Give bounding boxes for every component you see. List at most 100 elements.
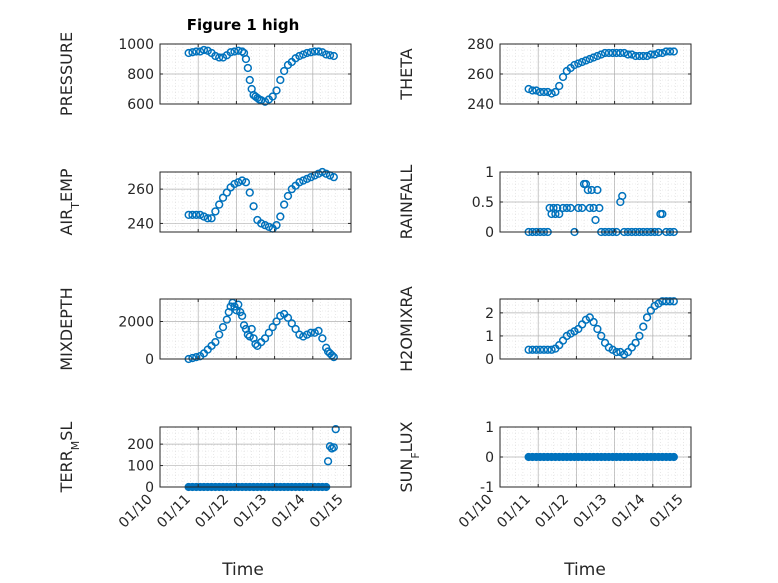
data-point (600, 48, 610, 58)
data-point (635, 331, 644, 341)
figure-title: Figure 1 high (187, 16, 300, 34)
data-point (642, 313, 652, 322)
y-tick-label: 600 (127, 97, 154, 113)
data-point (532, 345, 541, 354)
data-point (203, 214, 212, 223)
y-axis-label: PRESSURE (57, 32, 76, 116)
data-point (257, 219, 266, 228)
data-point (211, 51, 220, 61)
data-point (642, 51, 652, 61)
data-point (323, 457, 333, 466)
data-point (234, 178, 243, 187)
data-point (543, 345, 552, 354)
data-point (585, 54, 594, 64)
data-point (188, 48, 197, 57)
data-point (249, 202, 258, 211)
data-point (593, 185, 602, 195)
data-point (658, 209, 667, 219)
data-point (620, 48, 629, 58)
y-tick-label: 0 (485, 352, 494, 368)
data-point (260, 334, 270, 343)
x-tick-label: 01/11 (494, 491, 534, 531)
data-point (188, 353, 197, 363)
data-point (314, 326, 323, 336)
data-point (199, 45, 209, 55)
data-point (555, 209, 564, 219)
data-point (287, 319, 296, 328)
data-point (306, 48, 316, 57)
data-point (243, 330, 253, 339)
data-point (669, 47, 678, 56)
y-axis-label: H2OMIXRA (397, 286, 416, 372)
data-point (184, 210, 193, 220)
panel-pressure: 600 800 1000 PRESSURE (57, 32, 352, 116)
data-point (595, 203, 604, 213)
data-point (272, 86, 281, 95)
x-tick-label: 01/14 (609, 491, 649, 531)
data-point (597, 331, 606, 341)
data-point (299, 176, 308, 185)
x-tick-label: 01/10 (456, 491, 496, 531)
panel-rainfall: 0 0.5 1 RAINFALL (397, 165, 692, 241)
series-markers (184, 167, 338, 233)
y-tick-label: 260 (467, 67, 494, 83)
data-point (192, 352, 201, 362)
y-tick-label: 240 (467, 97, 494, 113)
series-markers (524, 297, 678, 359)
data-point (566, 203, 575, 213)
data-point (593, 324, 602, 334)
data-point (241, 178, 251, 187)
data-point (577, 57, 587, 67)
data-point (226, 48, 235, 57)
x-tick-label: 01/13 (231, 491, 271, 531)
data-point (192, 47, 201, 56)
data-point (665, 47, 675, 56)
data-point (222, 188, 232, 197)
data-point (329, 172, 338, 182)
data-point (551, 87, 560, 97)
data-point (547, 89, 556, 98)
data-point (295, 178, 304, 187)
data-point (280, 66, 289, 76)
data-point (587, 185, 596, 195)
data-point (218, 322, 228, 332)
x-tick-label: 01/13 (571, 491, 611, 531)
data-point (532, 86, 541, 95)
data-point (260, 220, 270, 230)
data-point (299, 50, 308, 59)
data-point (583, 185, 593, 195)
series-markers (524, 47, 678, 98)
y-tick-label: 1 (485, 329, 494, 345)
data-point (237, 47, 247, 56)
data-point (283, 313, 293, 322)
data-point (535, 87, 545, 97)
x-tick-label: 01/15 (307, 491, 347, 531)
data-point (188, 210, 197, 220)
data-point (302, 174, 312, 184)
y-axis-label: THETA (397, 48, 416, 100)
data-point (662, 297, 671, 306)
data-point (570, 60, 579, 70)
y-tick-label: 280 (467, 37, 494, 53)
data-point (310, 47, 319, 56)
x-tick-label: 01/14 (269, 491, 309, 531)
data-point (218, 193, 228, 202)
data-point (639, 51, 648, 61)
x-axis-label-right: Time (563, 560, 606, 580)
y-tick-label: -1 (480, 480, 494, 496)
data-point (665, 297, 675, 306)
y-tick-label: 1000 (118, 37, 154, 53)
data-point (314, 47, 323, 56)
data-point (646, 50, 656, 59)
data-point (192, 210, 201, 220)
y-tick-label: 2000 (118, 315, 154, 331)
x-tick-label: 01/12 (532, 491, 572, 531)
data-point (207, 214, 216, 223)
data-point (650, 50, 659, 59)
data-point (331, 424, 340, 434)
panel-mixdepth: 0 2000 MIXDEPTH (57, 287, 352, 371)
data-point (608, 48, 617, 58)
y-tick-label: 2 (485, 306, 494, 322)
